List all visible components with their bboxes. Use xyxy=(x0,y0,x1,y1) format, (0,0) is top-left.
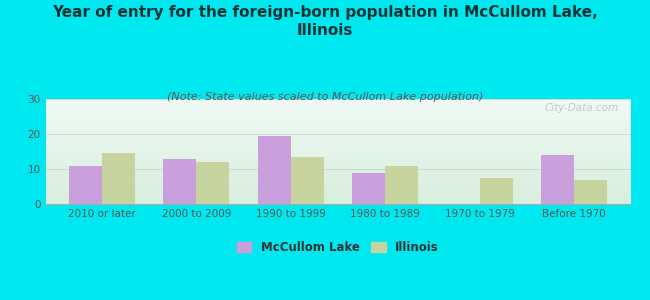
Text: City-Data.com: City-Data.com xyxy=(545,103,619,113)
Bar xyxy=(69,166,102,204)
Bar xyxy=(291,157,324,204)
Bar xyxy=(196,162,229,204)
Bar xyxy=(163,158,196,204)
Text: (Note: State values scaled to McCullom Lake population): (Note: State values scaled to McCullom L… xyxy=(167,92,483,101)
Bar xyxy=(385,166,418,204)
Bar xyxy=(352,172,385,204)
Bar xyxy=(541,155,574,204)
Bar xyxy=(258,136,291,204)
Legend: McCullom Lake, Illinois: McCullom Lake, Illinois xyxy=(233,237,443,259)
Text: Year of entry for the foreign-born population in McCullom Lake,
Illinois: Year of entry for the foreign-born popul… xyxy=(52,4,598,38)
Bar xyxy=(574,179,607,204)
Bar xyxy=(102,153,135,204)
Bar xyxy=(480,178,513,204)
